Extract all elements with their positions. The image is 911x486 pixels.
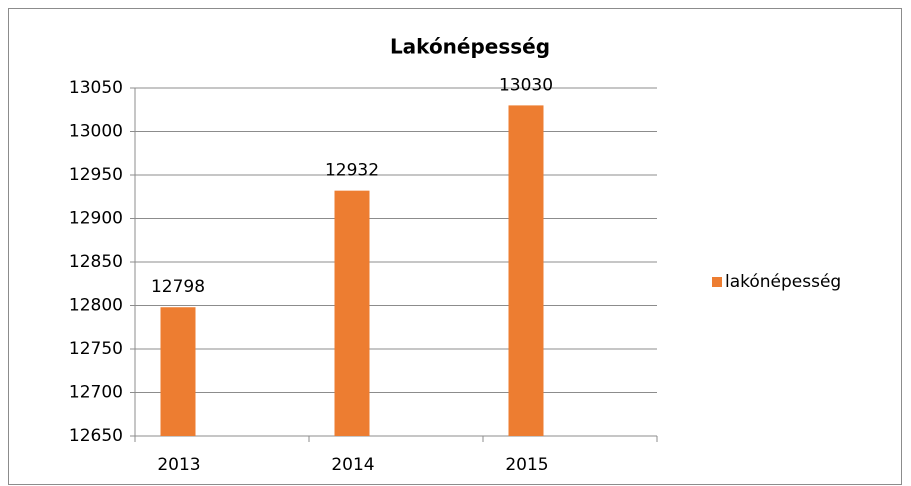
- y-tick-label: 12800: [69, 296, 123, 316]
- legend-swatch: [712, 277, 722, 287]
- bar: [508, 105, 544, 437]
- y-tick-label: 13000: [69, 122, 123, 142]
- data-label: 13030: [499, 75, 553, 95]
- chart-title: Lakónépesség: [390, 35, 550, 59]
- bar: [334, 190, 370, 436]
- x-tick-label: 2015: [505, 455, 548, 475]
- y-tick-label: 12700: [69, 383, 123, 403]
- chart-frame: [8, 8, 902, 485]
- y-tick-label: 12750: [69, 339, 123, 359]
- data-label: 12932: [325, 161, 379, 181]
- y-tick-label: 12900: [69, 209, 123, 229]
- data-label: 12798: [151, 277, 205, 297]
- x-tick-label: 2013: [157, 455, 200, 475]
- y-tick-label: 13050: [69, 78, 123, 98]
- legend-label: lakónépesség: [725, 272, 841, 292]
- x-tick-label: 2014: [331, 455, 374, 475]
- y-tick-label: 12850: [69, 252, 123, 272]
- y-tick-label: 12650: [69, 426, 123, 446]
- bar: [160, 307, 196, 436]
- y-tick-label: 12950: [69, 165, 123, 185]
